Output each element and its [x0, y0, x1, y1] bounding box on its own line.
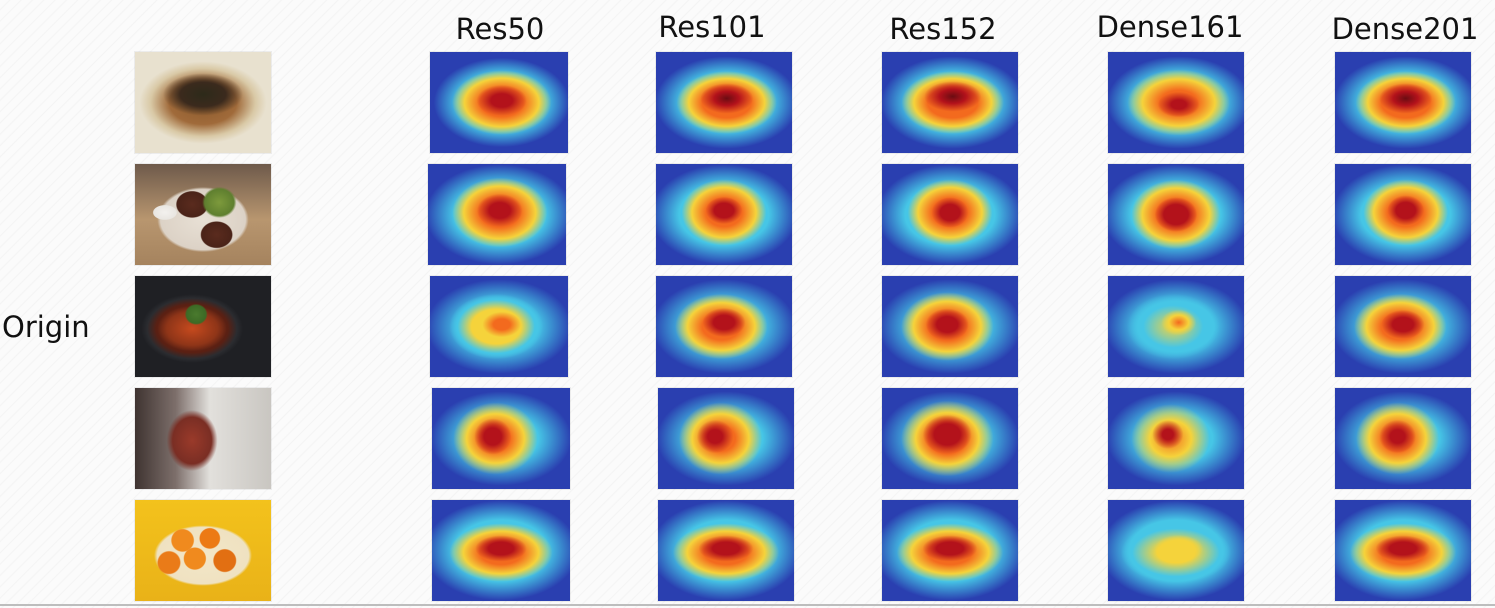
heatmap-res50-row2 [428, 164, 566, 265]
origin-image-row2 [135, 164, 271, 265]
heatmap-dense201-row3 [1335, 276, 1471, 377]
bottom-divider [0, 604, 1495, 606]
heatmap-res152-row3 [882, 276, 1018, 377]
heatmap-dense201-row2 [1335, 164, 1471, 265]
heatmap-dense201-row5 [1335, 500, 1471, 601]
heatmap-dense161-row3 [1108, 276, 1244, 377]
heatmap-res50-row5 [432, 500, 570, 601]
header-res50: Res50 [455, 12, 545, 46]
heatmap-res50-row3 [430, 276, 568, 377]
origin-image-row3 [135, 276, 271, 377]
heatmap-res152-row2 [882, 164, 1018, 265]
heatmap-dense201-row4 [1335, 388, 1471, 489]
heatmap-res101-row3 [656, 276, 792, 377]
heatmap-res101-row1 [656, 52, 792, 153]
heatmap-res101-row2 [656, 164, 792, 265]
heatmap-res152-row5 [882, 500, 1018, 601]
origin-image-row1 [135, 52, 271, 153]
heatmap-dense161-row4 [1108, 388, 1244, 489]
heatmap-dense161-row1 [1108, 52, 1244, 153]
heatmap-res50-row1 [430, 52, 568, 153]
header-res152: Res152 [889, 12, 997, 46]
header-res101: Res101 [658, 10, 766, 44]
heatmap-res152-row4 [882, 388, 1018, 489]
heatmap-res50-row4 [432, 388, 570, 489]
origin-image-row4 [135, 388, 271, 489]
header-dense161: Dense161 [1096, 10, 1244, 44]
heatmap-dense161-row2 [1108, 164, 1244, 265]
heatmap-res101-row4 [658, 388, 794, 489]
heatmap-dense161-row5 [1108, 500, 1244, 601]
heatmap-res152-row1 [882, 52, 1018, 153]
heatmap-res101-row5 [658, 500, 794, 601]
row-label-origin: Origin [2, 310, 90, 344]
heatmap-dense201-row1 [1335, 52, 1471, 153]
header-dense201: Dense201 [1331, 12, 1479, 46]
origin-image-row5 [135, 500, 271, 601]
